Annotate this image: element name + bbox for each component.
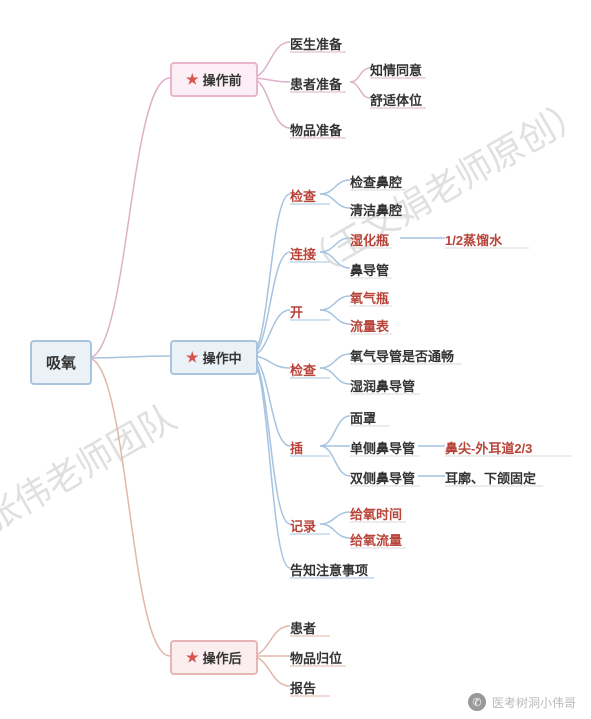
leaf-post2: 物品归位 bbox=[290, 648, 342, 667]
branch-post-label: 操作后 bbox=[203, 648, 242, 667]
watermark-1: 张伟老师团队 bbox=[0, 389, 185, 542]
leaf-d5b: 单侧鼻导管 bbox=[350, 438, 415, 457]
leaf-d7: 告知注意事项 bbox=[290, 560, 368, 579]
star-icon: ★ bbox=[186, 649, 199, 666]
leaf-d6a: 给氧时间 bbox=[350, 504, 402, 523]
leaf-d2: 连接 bbox=[290, 244, 316, 263]
leaf-d5b1: 鼻尖-外耳道2/3 bbox=[445, 438, 532, 457]
leaf-pre2a: 知情同意 bbox=[370, 60, 422, 79]
leaf-d1: 检查 bbox=[290, 186, 316, 205]
leaf-d3a: 氧气瓶 bbox=[350, 288, 389, 307]
leaf-d3b: 流量表 bbox=[350, 316, 389, 335]
branch-pre: ★操作前 bbox=[170, 62, 258, 97]
leaf-d2b: 鼻导管 bbox=[350, 260, 389, 279]
leaf-post3: 报告 bbox=[290, 678, 316, 697]
leaf-d5c: 双侧鼻导管 bbox=[350, 468, 415, 487]
wechat-icon: ✆ bbox=[468, 693, 486, 711]
leaf-d1a: 检查鼻腔 bbox=[350, 172, 402, 191]
leaf-pre2: 患者准备 bbox=[290, 74, 342, 93]
root-node: 吸氧 bbox=[30, 340, 92, 385]
footer: ✆ 医考树洞小伟哥 bbox=[468, 693, 576, 711]
leaf-post1: 患者 bbox=[290, 618, 316, 637]
star-icon: ★ bbox=[186, 71, 199, 88]
branch-during-label: 操作中 bbox=[203, 348, 242, 367]
leaf-d4b: 湿润鼻导管 bbox=[350, 376, 415, 395]
leaf-d2a: 湿化瓶 bbox=[350, 230, 389, 249]
branch-during: ★操作中 bbox=[170, 340, 258, 375]
star-icon: ★ bbox=[186, 349, 199, 366]
leaf-d5c1: 耳廓、下颌固定 bbox=[445, 468, 536, 487]
leaf-pre2b: 舒适体位 bbox=[370, 90, 422, 109]
leaf-d2a1: 1/2蒸馏水 bbox=[445, 230, 502, 249]
leaf-d4a: 氧气导管是否通畅 bbox=[350, 346, 454, 365]
leaf-d1b: 清洁鼻腔 bbox=[350, 200, 402, 219]
leaf-d3: 开 bbox=[290, 302, 303, 321]
leaf-d6: 记录 bbox=[290, 516, 316, 535]
footer-account: 医考树洞小伟哥 bbox=[492, 694, 576, 711]
leaf-pre1: 医生准备 bbox=[290, 34, 342, 53]
leaf-d6b: 给氧流量 bbox=[350, 530, 402, 549]
watermark-2: （王文娟老师原创） bbox=[289, 82, 591, 289]
leaf-pre3: 物品准备 bbox=[290, 120, 342, 139]
leaf-d4: 检查 bbox=[290, 360, 316, 379]
leaf-d5: 插 bbox=[290, 438, 303, 457]
branch-pre-label: 操作前 bbox=[203, 70, 242, 89]
branch-post: ★操作后 bbox=[170, 640, 258, 675]
leaf-d5a: 面罩 bbox=[350, 408, 376, 427]
